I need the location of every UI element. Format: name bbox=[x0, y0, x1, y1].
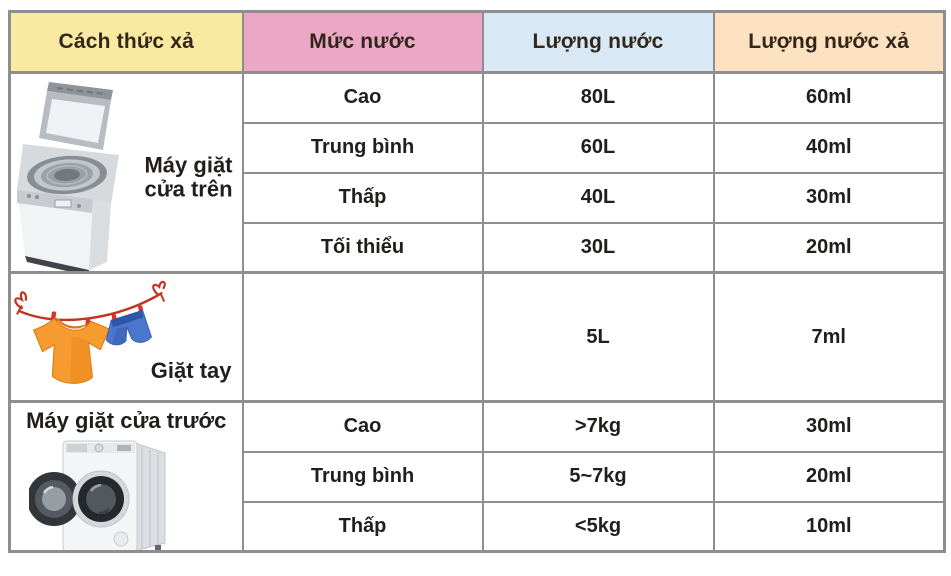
table-row: Máy giặt cửa trên Cao 80L 60ml bbox=[8, 71, 946, 274]
cell-water: <5kg bbox=[481, 500, 715, 553]
section-label-line1: Máy giặt bbox=[144, 151, 233, 177]
header-softener-amount: Lượng nước xả bbox=[712, 10, 946, 74]
cell-softener: 7ml bbox=[712, 271, 946, 403]
front-load-washer-icon bbox=[29, 440, 166, 550]
cell-softener: 60ml bbox=[712, 71, 946, 124]
cell-water: 5~7kg bbox=[481, 450, 715, 503]
section-label-front-load: Máy giặt cửa trước bbox=[26, 408, 227, 433]
cell-level: Trung bình bbox=[241, 450, 484, 503]
cell-hand-wash: Giặt tay bbox=[8, 271, 244, 403]
cell-level: Thấp bbox=[241, 500, 484, 553]
cell-softener: 40ml bbox=[712, 121, 946, 174]
cell-level: Thấp bbox=[241, 171, 484, 224]
top-load-washer-icon bbox=[17, 82, 119, 271]
section-label-hand-wash: Giặt tay bbox=[150, 358, 232, 383]
cell-softener: 30ml bbox=[712, 400, 946, 453]
header-rinse-method: Cách thức xả bbox=[8, 10, 244, 74]
cell-level: Trung bình bbox=[241, 121, 484, 174]
cell-water: 30L bbox=[481, 221, 715, 274]
section-label-top-load: Máy giặt cửa trên bbox=[139, 151, 239, 202]
cell-top-load-washer: Máy giặt cửa trên bbox=[8, 71, 244, 274]
table-row: Giặt tay 5L 7ml bbox=[8, 271, 946, 403]
table-row: Trung bình 60L 40ml bbox=[10, 121, 946, 174]
cell-water: 80L bbox=[481, 71, 715, 124]
cell-softener: 30ml bbox=[712, 171, 946, 224]
header-water-amount: Lượng nước bbox=[481, 10, 715, 74]
detergent-dosage-table: Cách thức xả Mức nước Lượng nước Lượng n… bbox=[8, 10, 946, 553]
cell-water: 5L bbox=[481, 271, 715, 403]
cell-water: >7kg bbox=[481, 400, 715, 453]
table-row: Trung bình 5~7kg 20ml bbox=[10, 450, 946, 503]
cell-softener: 20ml bbox=[712, 450, 946, 503]
section-label-line2: cửa trên bbox=[144, 176, 233, 202]
cell-level: Cao bbox=[241, 400, 484, 453]
header-water-level: Mức nước bbox=[241, 10, 484, 74]
cell-level: Cao bbox=[241, 71, 484, 124]
cell-front-load-washer: Máy giặt cửa trước bbox=[8, 400, 244, 553]
cell-level: Tối thiểu bbox=[241, 221, 484, 274]
table-row: Thấp <5kg 10ml bbox=[10, 500, 946, 553]
cell-water: 60L bbox=[481, 121, 715, 174]
table-row: Tối thiểu 30L 20ml bbox=[10, 221, 946, 274]
table-row: Máy giặt cửa trước bbox=[8, 400, 946, 553]
header-row: Cách thức xả Mức nước Lượng nước Lượng n… bbox=[8, 10, 946, 74]
cell-softener: 20ml bbox=[712, 221, 946, 274]
cell-softener: 10ml bbox=[712, 500, 946, 553]
table-row: Thấp 40L 30ml bbox=[10, 171, 946, 224]
clothesline-laundry-icon bbox=[14, 280, 166, 384]
cell-water: 40L bbox=[481, 171, 715, 224]
cell-level bbox=[241, 271, 484, 403]
